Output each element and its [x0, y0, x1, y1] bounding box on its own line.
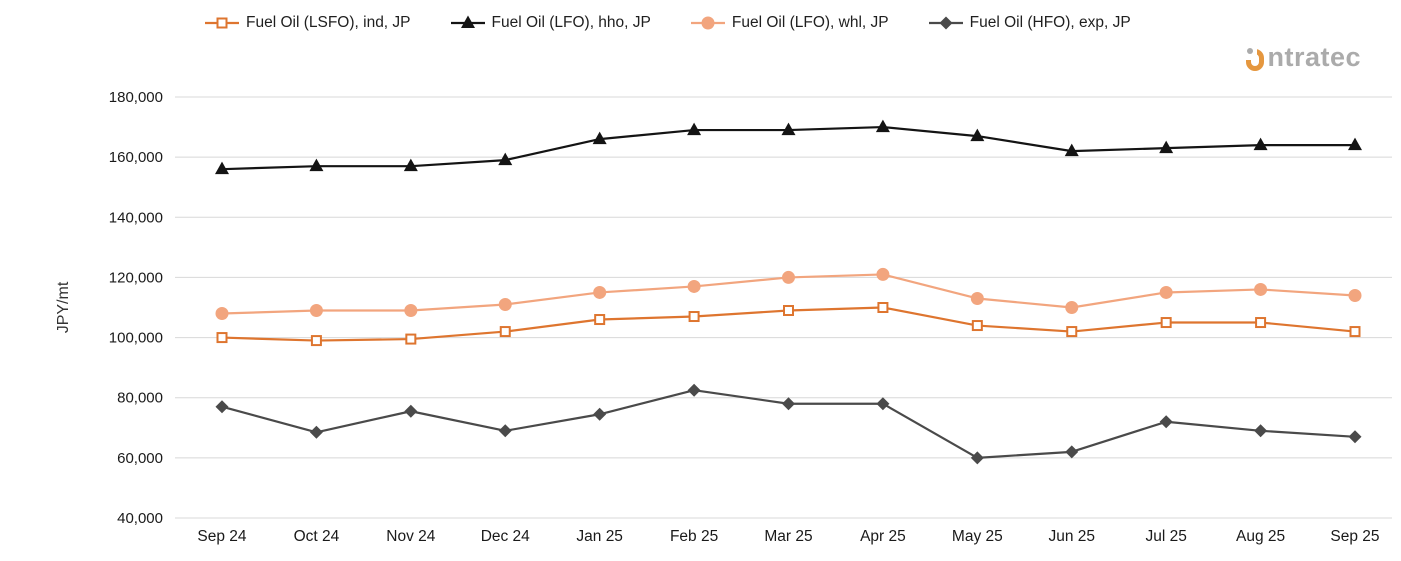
intratec-logo-text: ntratec: [1267, 42, 1361, 72]
data-point-marker: [875, 119, 890, 133]
data-point-marker: [701, 16, 715, 30]
data-point-marker: [405, 333, 417, 345]
x-tick-label: May 25: [952, 528, 1003, 545]
data-point-marker: [309, 158, 324, 172]
legend-item-2[interactable]: Fuel Oil (LFO), whl, JP: [690, 14, 889, 32]
data-point-marker: [782, 397, 795, 411]
chart-legend: Fuel Oil (LSFO), ind, JP Fuel Oil (LFO), …: [205, 14, 1131, 32]
data-point-marker: [1253, 137, 1268, 151]
legend-label: Fuel Oil (LSFO), ind, JP: [246, 14, 411, 31]
data-point-marker: [687, 122, 702, 136]
y-tick-label: 40,000: [117, 510, 163, 527]
data-point-marker: [593, 407, 607, 421]
data-point-marker: [215, 400, 229, 414]
data-point-marker: [499, 326, 511, 338]
data-point-marker: [970, 291, 984, 305]
y-tick-label: 80,000: [117, 390, 163, 407]
y-tick-label: 60,000: [117, 450, 163, 467]
legend-item-1[interactable]: Fuel Oil (LFO), hho, JP: [450, 14, 651, 32]
legend-marker-icon: [450, 15, 485, 28]
data-point-marker: [310, 335, 322, 347]
data-point-marker: [460, 15, 475, 28]
data-point-marker: [498, 152, 513, 166]
data-point-marker: [783, 305, 794, 317]
data-point-marker: [592, 131, 607, 145]
y-tick-label: 100,000: [109, 330, 163, 347]
data-point-marker: [1066, 326, 1078, 338]
y-tick-label: 160,000: [109, 149, 163, 166]
data-point-marker: [216, 332, 228, 344]
x-tick-label: Jul 25: [1145, 528, 1186, 545]
legend-marker-icon: [690, 16, 725, 30]
data-point-marker: [1065, 301, 1079, 314]
data-point-marker: [971, 320, 983, 332]
y-tick-label: 180,000: [109, 89, 163, 106]
data-point-marker: [404, 304, 418, 318]
data-point-marker: [309, 304, 323, 318]
legend-item-0[interactable]: Fuel Oil (LSFO), ind, JP: [205, 14, 411, 32]
x-tick-label: Jun 25: [1048, 528, 1095, 545]
data-point-marker: [216, 17, 228, 29]
x-tick-label: Dec 24: [481, 528, 530, 545]
logo-i-dot-icon: [1247, 48, 1254, 54]
data-point-marker: [215, 161, 229, 175]
data-point-marker: [1348, 430, 1362, 444]
data-point-marker: [970, 128, 985, 142]
x-tick-label: Jan 25: [576, 528, 623, 545]
data-point-marker: [498, 424, 512, 438]
x-tick-label: Feb 25: [670, 528, 718, 545]
data-point-marker: [1064, 143, 1079, 157]
data-point-marker: [687, 279, 701, 293]
data-point-marker: [1254, 424, 1268, 438]
data-point-marker: [687, 383, 701, 397]
data-point-marker: [309, 425, 323, 439]
legend-item-3[interactable]: Fuel Oil (HFO), exp, JP: [928, 14, 1131, 32]
data-point-marker: [404, 404, 418, 418]
data-point-marker: [1348, 288, 1362, 302]
intratec-logo-icon: [1245, 48, 1265, 71]
legend-marker-icon: [928, 16, 963, 30]
x-tick-label: Mar 25: [764, 528, 812, 545]
y-tick-label: 140,000: [109, 209, 163, 226]
data-point-marker: [781, 122, 796, 136]
data-point-marker: [593, 285, 607, 299]
legend-marker-icon: [205, 17, 239, 29]
data-point-marker: [1349, 326, 1361, 338]
data-point-marker: [1254, 282, 1268, 296]
y-axis-title: JPY/mt: [55, 281, 72, 333]
data-point-marker: [498, 297, 512, 311]
data-point-marker: [1348, 137, 1362, 151]
data-point-marker: [1255, 317, 1267, 329]
x-tick-label: Nov 24: [386, 528, 435, 545]
x-tick-label: Apr 25: [860, 528, 906, 545]
x-tick-label: Sep 24: [197, 528, 247, 545]
legend-label: Fuel Oil (LFO), hho, JP: [491, 14, 651, 31]
data-point-marker: [1159, 285, 1173, 299]
data-point-marker: [403, 158, 418, 172]
x-tick-label: Aug 25: [1236, 528, 1285, 545]
legend-label: Fuel Oil (HFO), exp, JP: [969, 14, 1131, 31]
y-tick-label: 120,000: [109, 269, 163, 286]
data-point-marker: [1160, 317, 1172, 329]
data-point-marker: [876, 267, 890, 281]
data-point-marker: [782, 270, 795, 284]
legend-label: Fuel Oil (LFO), whl, JP: [731, 14, 889, 31]
data-point-marker: [939, 16, 953, 30]
data-point-marker: [1159, 140, 1174, 154]
data-point-marker: [1159, 415, 1173, 429]
data-point-marker: [877, 302, 889, 313]
x-tick-label: Sep 25: [1330, 528, 1379, 545]
x-tick-label: Oct 24: [294, 528, 340, 545]
data-point-marker: [215, 307, 229, 321]
intratec-logo: ntratec: [1245, 42, 1361, 72]
data-point-marker: [876, 397, 890, 411]
data-point-marker: [594, 314, 606, 326]
data-point-marker: [970, 451, 984, 465]
data-point-marker: [1065, 445, 1079, 459]
data-point-marker: [688, 311, 700, 323]
